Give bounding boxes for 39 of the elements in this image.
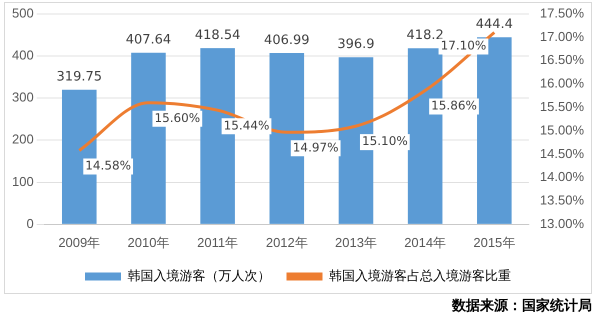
- data-label: 406.99: [264, 32, 310, 48]
- source-note: 数据来源：国家统计局: [452, 297, 592, 315]
- y-tick-label: 300: [12, 90, 34, 105]
- y2-tick-label: 17.00%: [540, 28, 584, 44]
- data-label: 15.10%: [362, 134, 408, 148]
- data-label: 15.44%: [224, 118, 270, 132]
- y2-tick-label: 13.50%: [540, 192, 584, 208]
- data-label: 319.75: [56, 70, 102, 85]
- y-tick-label: 0: [26, 216, 34, 231]
- y-tick-label: 400: [12, 48, 34, 62]
- data-label: 17.10%: [440, 38, 486, 53]
- data-label: 407.64: [126, 32, 172, 48]
- data-label: 14.97%: [292, 140, 339, 154]
- y-tick-label: 500: [12, 5, 34, 20]
- y2-tick-label: 15.50%: [540, 98, 584, 114]
- x-tick-label: 2014年: [404, 234, 446, 250]
- y2-tick-label: 16.00%: [540, 76, 584, 91]
- legend-label: 韩国入境游客（万人次）: [128, 268, 270, 284]
- x-tick-label: 2009年: [58, 234, 100, 250]
- data-label: 15.60%: [154, 110, 200, 125]
- x-tick-label: 2011年: [197, 234, 238, 250]
- x-tick-label: 2015年: [473, 234, 516, 250]
- y2-tick-label: 15.00%: [540, 122, 584, 138]
- data-label: 14.58%: [85, 158, 132, 173]
- y2-tick-label: 14.50%: [540, 146, 584, 161]
- data-label: 396.9: [337, 37, 375, 52]
- y2-tick-label: 14.00%: [540, 169, 584, 184]
- legend-label: 韩国入境游客占总入境游客比重: [329, 268, 511, 284]
- y2-tick-label: 16.50%: [540, 52, 584, 68]
- data-label: 418.54: [194, 28, 240, 43]
- data-label: 15.86%: [431, 98, 477, 113]
- y-tick-label: 200: [12, 132, 34, 147]
- y2-tick-label: 13.00%: [540, 216, 584, 231]
- x-tick-label: 2010年: [127, 234, 170, 250]
- x-tick-label: 2013年: [335, 234, 377, 250]
- data-label: 444.4: [476, 17, 513, 32]
- y2-tick-label: 17.50%: [540, 5, 584, 20]
- x-tick-label: 2012年: [266, 234, 308, 250]
- y-tick-label: 100: [12, 174, 34, 189]
